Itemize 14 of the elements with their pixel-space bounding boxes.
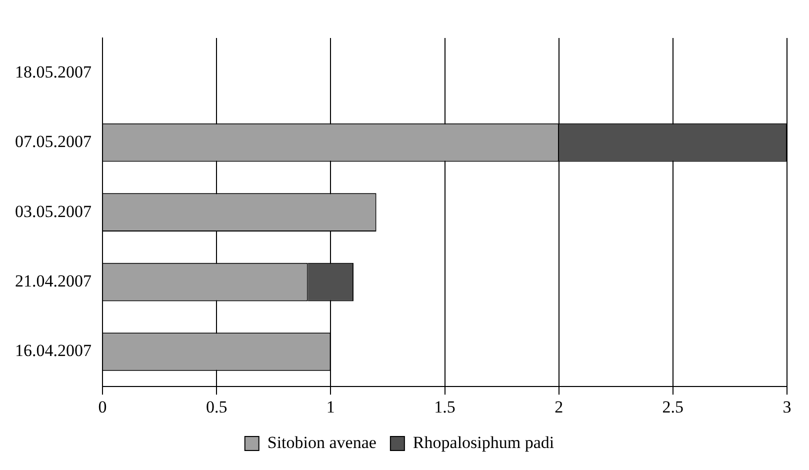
legend-label: Sitobion avenae [267, 432, 376, 452]
x-tick-label: 2.5 [662, 397, 684, 416]
x-tick-label: 1 [326, 397, 335, 416]
x-tick-label: 0.5 [206, 397, 228, 416]
x-tick-label: 0 [98, 397, 107, 416]
y-tick-label: 03.05.2007 [15, 202, 92, 221]
x-tick-label: 1.5 [434, 397, 456, 416]
y-tick-label: 18.05.2007 [15, 62, 92, 82]
y-tick-label: 07.05.2007 [15, 132, 92, 152]
y-tick-label: 21.04.2007 [15, 271, 92, 290]
x-tick-label: 2 [554, 397, 564, 416]
legend-label: Rhopalosiphum padi [412, 432, 554, 452]
x-tick-label: 3 [782, 397, 792, 416]
y-tick-label: 16.04.2007 [15, 341, 92, 360]
